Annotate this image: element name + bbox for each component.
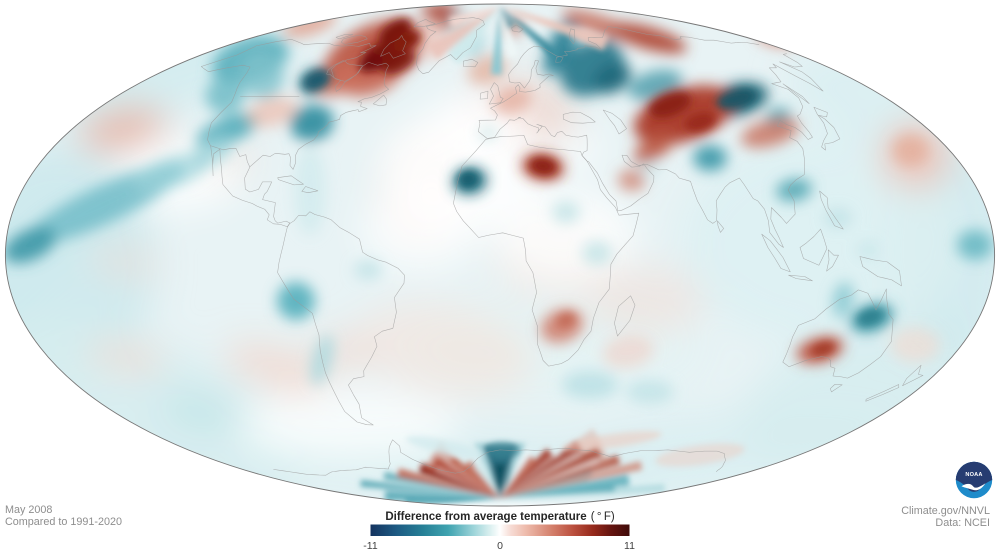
svg-text:NOAA: NOAA xyxy=(965,472,982,478)
svg-text:May 2008: May 2008 xyxy=(5,504,52,516)
svg-text:11: 11 xyxy=(624,540,635,552)
svg-text:Difference from average temper: Difference from average temperature ( ° … xyxy=(385,511,615,523)
svg-text:-11: -11 xyxy=(363,540,378,552)
svg-text:Compared to 1991-2020: Compared to 1991-2020 xyxy=(5,516,122,528)
svg-text:Data: NCEI: Data: NCEI xyxy=(935,517,990,529)
svg-text:0: 0 xyxy=(497,540,503,552)
svg-text:Climate.gov/NNVL: Climate.gov/NNVL xyxy=(901,505,990,517)
